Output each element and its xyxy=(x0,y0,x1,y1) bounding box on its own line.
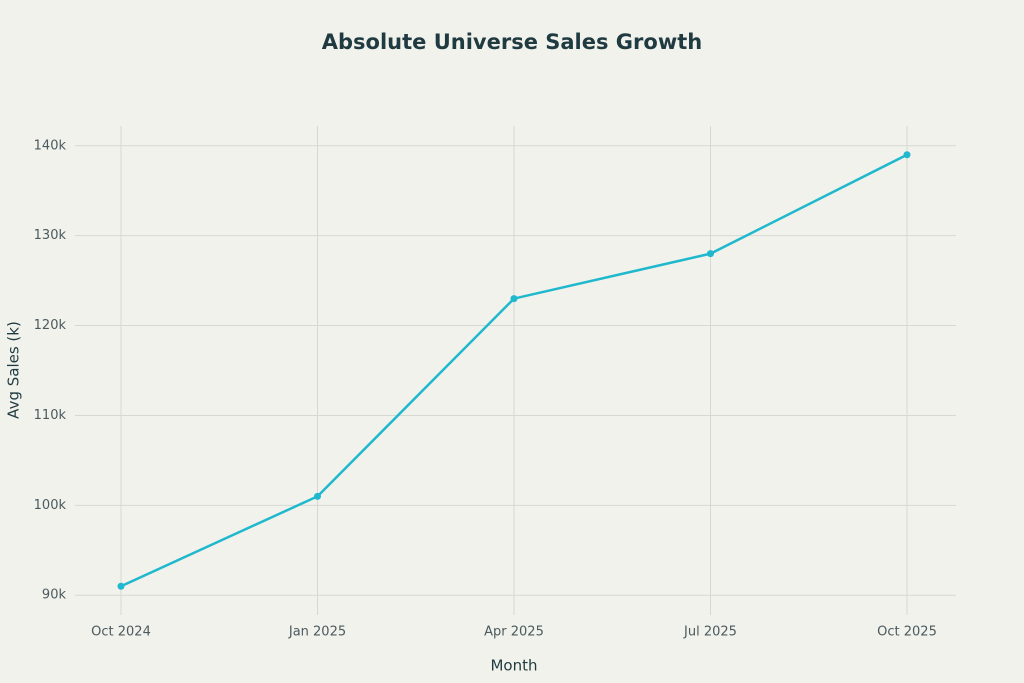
y-tick-label: 90k xyxy=(42,588,67,603)
point xyxy=(510,295,518,303)
y-tick-label: 120k xyxy=(34,318,67,333)
x-tick-label: Jan 2025 xyxy=(288,625,346,640)
y-axis-title: Avg Sales (k) xyxy=(5,321,23,419)
chart-title: Absolute Universe Sales Growth xyxy=(322,30,702,54)
x-tick-label: Oct 2025 xyxy=(877,625,937,640)
y-tick-label: 100k xyxy=(34,498,67,513)
point xyxy=(117,582,125,590)
y-tick-label: 130k xyxy=(34,228,67,243)
y-tick-label: 140k xyxy=(34,138,67,153)
x-tick-label: Jul 2025 xyxy=(683,625,737,640)
x-tick-label: Apr 2025 xyxy=(484,625,544,640)
x-axis-title: Month xyxy=(490,657,537,675)
point xyxy=(707,250,714,258)
point xyxy=(903,151,911,159)
point xyxy=(314,492,321,500)
y-tick-label: 110k xyxy=(34,408,67,423)
x-tick-label: Oct 2024 xyxy=(91,625,151,640)
